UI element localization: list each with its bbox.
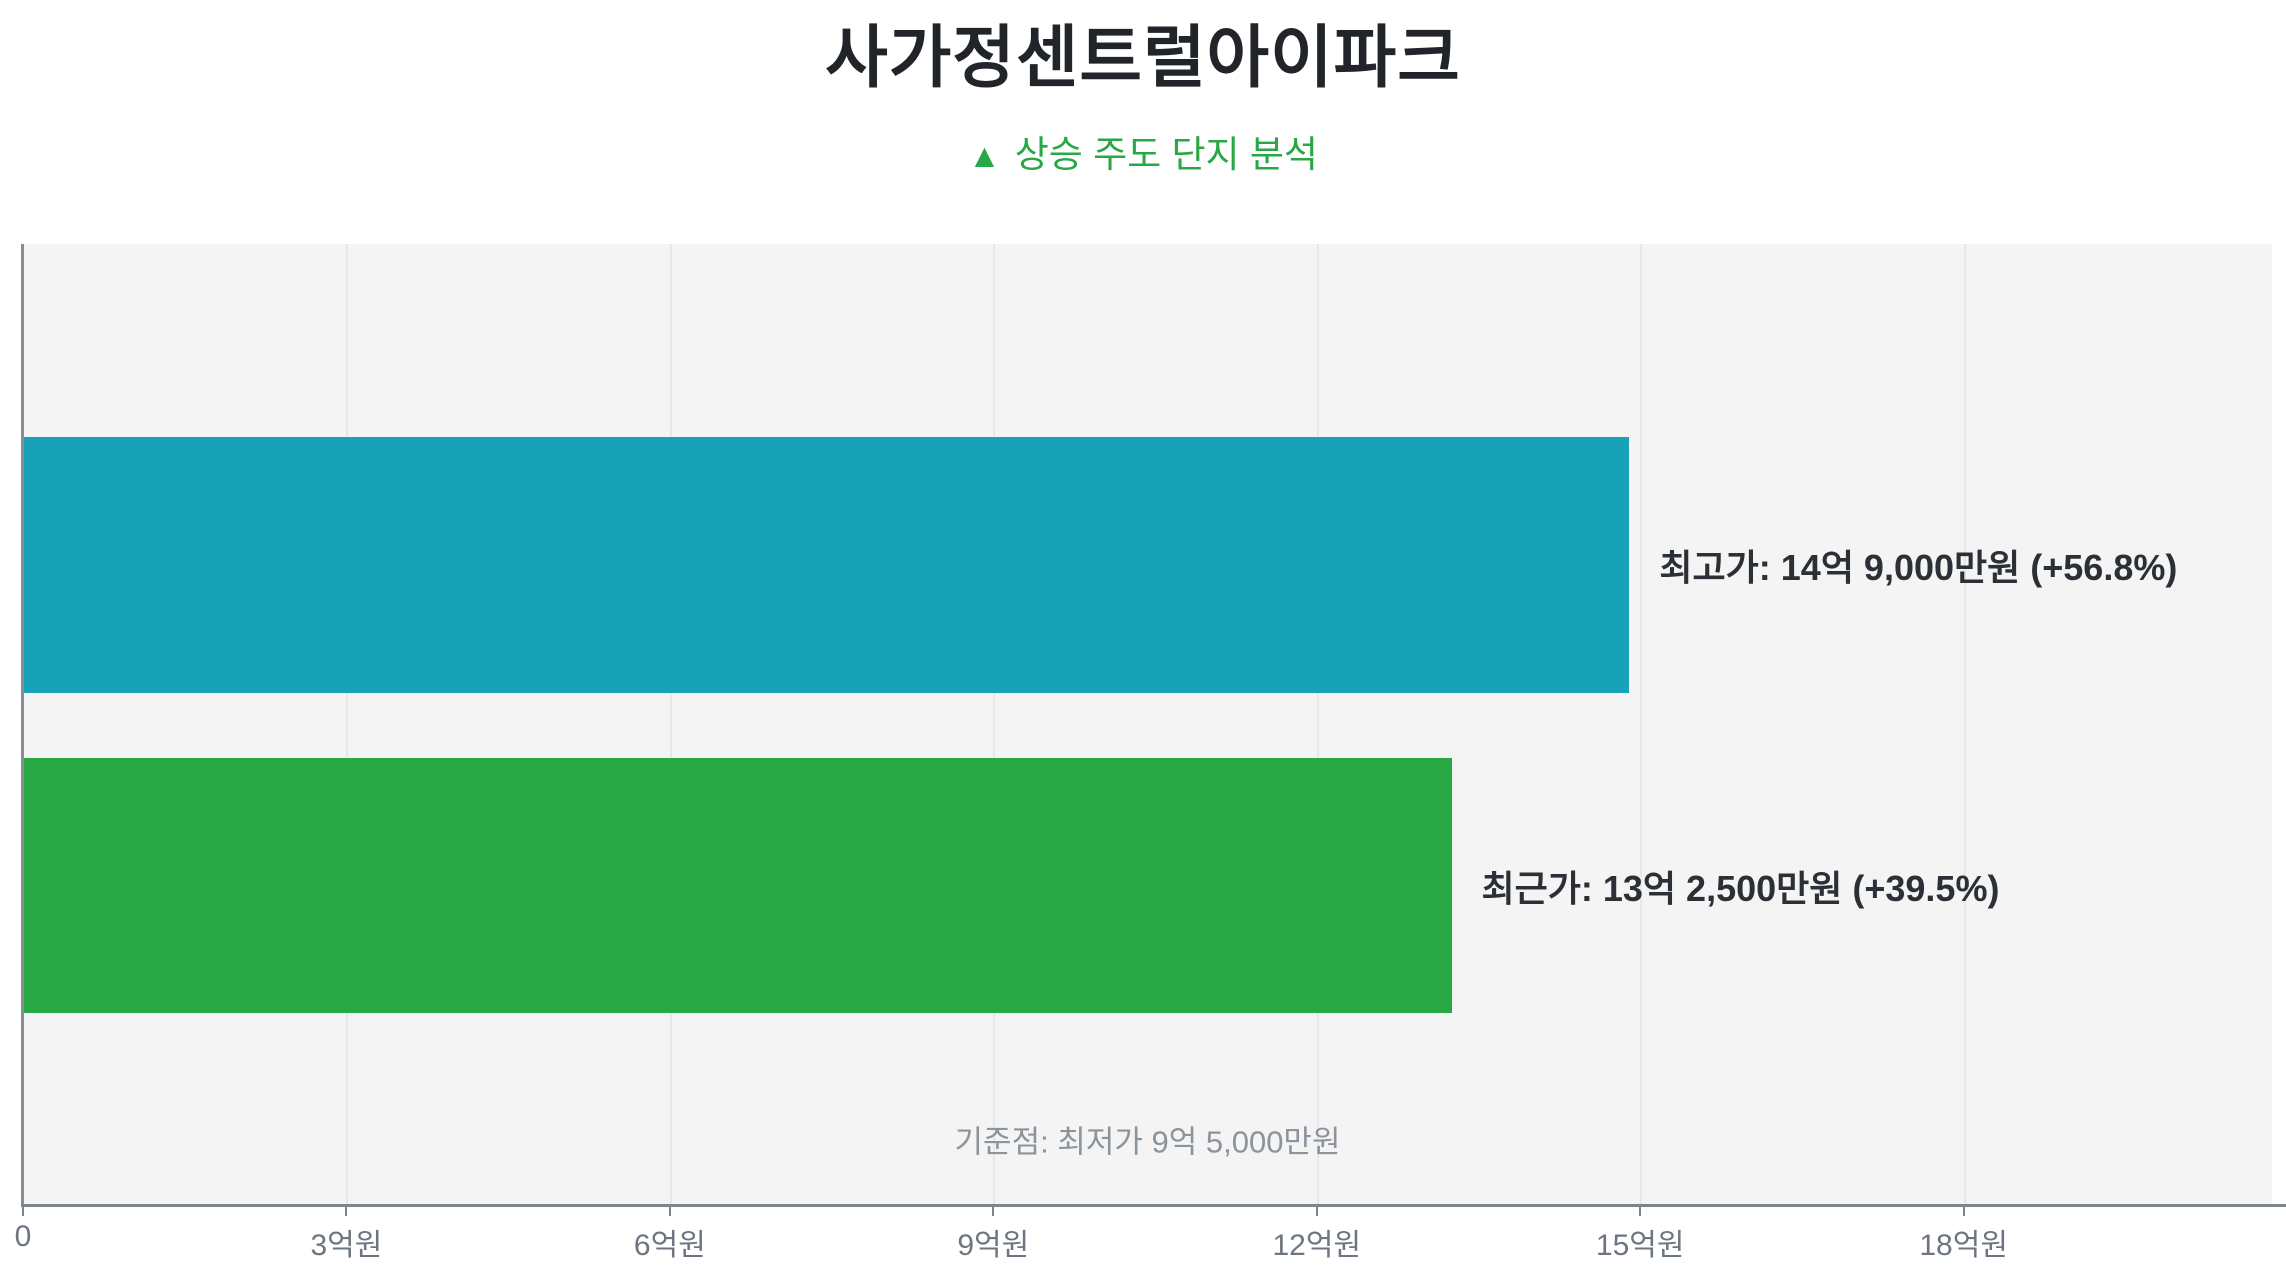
tick-label: 18억원 xyxy=(1919,1229,2008,1262)
subtitle-text: 상승 주도 단지 분석 xyxy=(1014,134,1318,175)
page-subtitle: ▲ 상승 주도 단지 분석 xyxy=(0,124,2286,178)
tick-label: 9억원 xyxy=(957,1229,1030,1262)
tick-mark xyxy=(345,1204,348,1216)
gridline xyxy=(993,244,996,1205)
tick-mark xyxy=(992,1204,995,1216)
tick-label: 6억원 xyxy=(633,1229,706,1262)
tick-mark xyxy=(1639,1204,1642,1216)
page-title: 사가정센트럴아이파크 xyxy=(825,20,1461,96)
tick-label: 0 xyxy=(14,1220,32,1253)
gridline xyxy=(1963,244,1966,1205)
tick-mark xyxy=(1315,1204,1318,1216)
tick-mark xyxy=(1962,1204,1965,1216)
tick-mark xyxy=(22,1204,24,1216)
x-axis-ticks: 0 3억원 6억원 9억원 12억원 15억원 18억원 xyxy=(15,1204,2272,1268)
plot-area: 최고가: 14억 9,000만원 (+56.8%) 최근가: 13억 2,500… xyxy=(23,244,2272,1205)
gridline xyxy=(1316,244,1319,1205)
gridline xyxy=(1640,244,1643,1205)
tick-mark xyxy=(668,1204,671,1216)
bar-label-highest-price: 최고가: 14억 9,000만원 (+56.8%) xyxy=(1659,547,2178,588)
tick-label: 12억원 xyxy=(1272,1229,1362,1262)
x-axis-line xyxy=(21,1204,2286,1207)
bar-highest-price xyxy=(23,437,1630,693)
baseline-annotation: 기준점: 최저가 9억 5,000만원 xyxy=(954,1124,1341,1160)
y-axis-line xyxy=(21,244,24,1205)
tick-label: 3억원 xyxy=(310,1229,383,1262)
bar-recent-price xyxy=(23,758,1452,1013)
tick-label: 15억원 xyxy=(1595,1229,1685,1262)
up-triangle-icon: ▲ xyxy=(968,137,1001,174)
bar-label-recent-price: 최근가: 13억 2,500만원 (+39.5%) xyxy=(1481,868,2000,909)
gridline xyxy=(669,244,672,1205)
gridline xyxy=(346,244,349,1205)
